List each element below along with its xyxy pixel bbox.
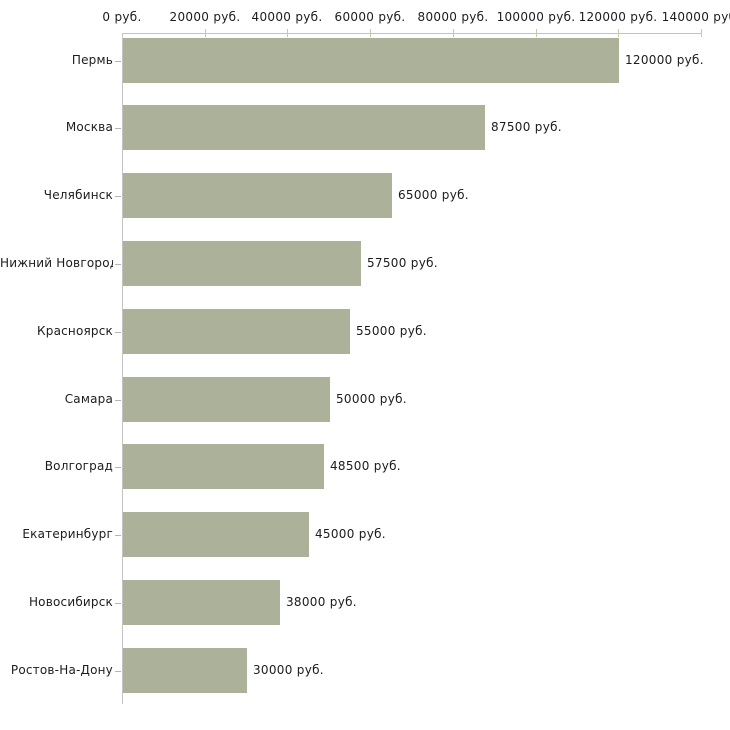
- category-label: Ростов-На-Дону: [10, 663, 113, 677]
- category-tick: [115, 671, 121, 672]
- bar-value-label: 45000 руб.: [315, 527, 386, 541]
- x-tick-mark: [618, 29, 619, 37]
- x-tick-mark: [536, 29, 537, 37]
- category-label: Волгоград: [44, 459, 113, 473]
- category-label: Челябинск: [43, 188, 113, 202]
- bar-value-label: 50000 руб.: [336, 392, 407, 406]
- bar: [123, 173, 392, 218]
- category-label: Самара: [64, 392, 113, 406]
- x-tick-mark: [205, 29, 206, 37]
- x-tick-label: 100000 руб.: [496, 10, 576, 24]
- category-tick: [115, 128, 121, 129]
- category-tick: [115, 196, 121, 197]
- x-tick-mark: [287, 29, 288, 37]
- category-label: Красноярск: [37, 324, 113, 338]
- bar: [123, 580, 280, 625]
- category-label: Пермь: [71, 53, 113, 67]
- bar: [123, 512, 309, 557]
- bar: [123, 38, 619, 83]
- bar: [123, 377, 330, 422]
- category-label: Нижний Новгород: [0, 256, 113, 270]
- bar: [123, 648, 247, 693]
- x-tick-mark: [453, 29, 454, 37]
- bar-value-label: 48500 руб.: [330, 459, 401, 473]
- category-tick: [115, 332, 121, 333]
- bar-value-label: 30000 руб.: [253, 663, 324, 677]
- x-tick-label: 20000 руб.: [169, 10, 241, 24]
- category-tick: [115, 264, 121, 265]
- x-tick-label: 140000 руб.: [661, 10, 730, 24]
- category-label: Новосибирск: [28, 595, 113, 609]
- category-label: Москва: [65, 120, 113, 134]
- category-tick: [115, 467, 121, 468]
- x-tick-label: 80000 руб.: [417, 10, 489, 24]
- x-tick-mark: [370, 29, 371, 37]
- category-tick: [115, 61, 121, 62]
- bar-value-label: 55000 руб.: [356, 324, 427, 338]
- bar: [123, 309, 350, 354]
- category-tick: [115, 603, 121, 604]
- x-axis-line: [122, 33, 702, 34]
- y-axis-line: [122, 33, 123, 704]
- bar-value-label: 57500 руб.: [367, 256, 438, 270]
- bar-value-label: 38000 руб.: [286, 595, 357, 609]
- category-label: Екатеринбург: [22, 527, 113, 541]
- bar: [123, 444, 324, 489]
- x-tick-label: 120000 руб.: [578, 10, 658, 24]
- category-tick: [115, 535, 121, 536]
- bar: [123, 105, 485, 150]
- bar-value-label: 120000 руб.: [625, 53, 704, 67]
- bar: [123, 241, 361, 286]
- x-tick-mark: [701, 29, 702, 37]
- bar-value-label: 87500 руб.: [491, 120, 562, 134]
- category-tick: [115, 400, 121, 401]
- x-tick-label: 0 руб.: [102, 10, 142, 24]
- bar-value-label: 65000 руб.: [398, 188, 469, 202]
- x-tick-label: 60000 руб.: [334, 10, 406, 24]
- x-tick-label: 40000 руб.: [251, 10, 323, 24]
